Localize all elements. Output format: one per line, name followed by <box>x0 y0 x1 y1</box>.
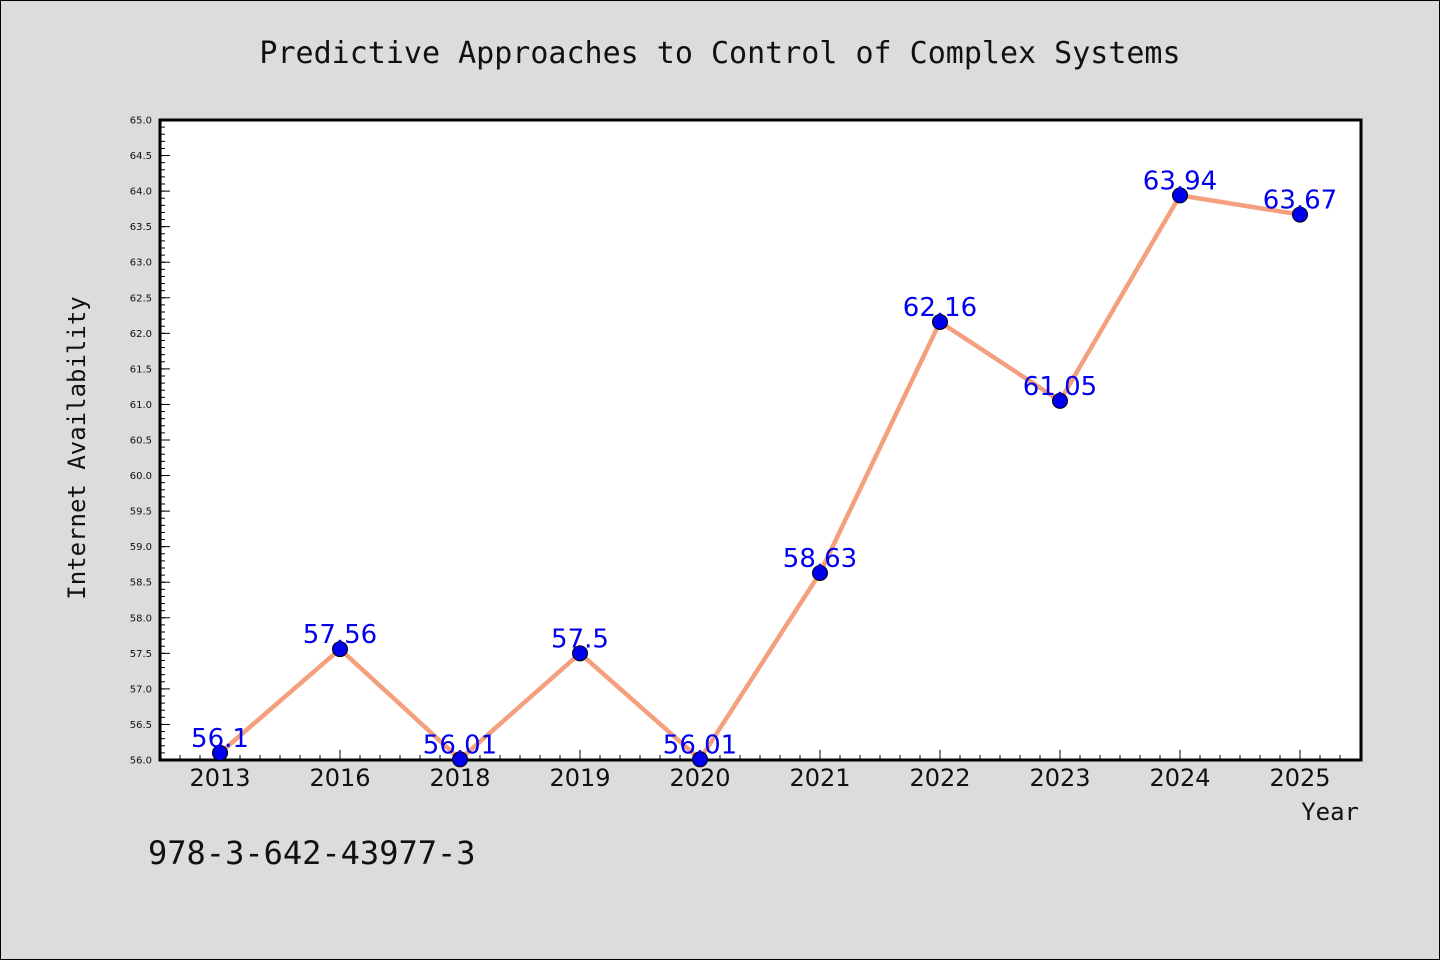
x-axis-label: Year <box>1301 798 1359 826</box>
y-tick-label: 64.5 <box>130 151 152 162</box>
y-tick-label: 59.5 <box>130 507 152 518</box>
x-tick-label: 2013 <box>189 764 250 792</box>
data-point <box>692 751 708 768</box>
x-tick-label: 2019 <box>549 764 610 792</box>
data-point <box>452 751 468 768</box>
x-tick-label: 2016 <box>309 764 370 792</box>
y-axis-label: Internet Availability <box>63 296 91 599</box>
data-label: 58.63 <box>783 544 857 574</box>
chart-title: Predictive Approaches to Control of Comp… <box>259 36 1180 71</box>
y-tick-label: 58.0 <box>130 613 152 624</box>
y-tick-label: 60.5 <box>130 436 152 447</box>
y-tick-label: 59.0 <box>130 542 152 553</box>
isbn-footer: 978-3-642-43977-3 <box>148 834 476 872</box>
data-point <box>1052 392 1068 409</box>
y-tick-label: 60.0 <box>130 471 152 482</box>
y-tick-label: 61.5 <box>130 364 152 375</box>
data-label: 63.94 <box>1143 166 1217 196</box>
y-tick-label: 57.5 <box>130 649 152 660</box>
data-point <box>572 645 588 662</box>
data-labels: 56.1 57.56 56.01 57.5 56.01 58.63 62.16 61.05 63… <box>191 166 1337 760</box>
data-point <box>212 744 228 761</box>
y-tick-label: 63.0 <box>130 258 152 269</box>
y-tick-label: 64.0 <box>130 187 152 198</box>
y-tick-label: 56.5 <box>130 720 152 731</box>
data-point <box>812 564 828 581</box>
x-tick-label: 2022 <box>909 764 970 792</box>
x-tick-label: 2024 <box>1149 764 1210 792</box>
y-tick-label: 62.0 <box>130 329 152 340</box>
x-tick-label: 2025 <box>1269 764 1330 792</box>
y-tick-label: 57.0 <box>130 684 152 695</box>
x-tick-label: 2020 <box>669 764 730 792</box>
y-tick-label: 58.5 <box>130 578 152 589</box>
data-label: 62.16 <box>903 293 977 323</box>
y-tick-label: 62.5 <box>130 293 152 304</box>
x-tick-label: 2023 <box>1029 764 1090 792</box>
data-label: 63.67 <box>1263 186 1337 216</box>
x-tick-label: 2021 <box>789 764 850 792</box>
data-point <box>932 313 948 330</box>
data-label: 56.1 <box>191 724 249 754</box>
data-point <box>1172 187 1188 204</box>
data-label: 61.05 <box>1023 372 1097 402</box>
y-tick-label: 56.0 <box>130 756 152 767</box>
data-point <box>1292 206 1308 223</box>
data-label: 57.56 <box>303 620 377 650</box>
series-line-group <box>218 193 1301 762</box>
x-axis: 2013 2016 2018 2019 2020 2021 2022 2023 2024 2025 <box>179 750 1361 792</box>
y-tick-label: 63.5 <box>130 222 152 233</box>
data-label: 57.5 <box>551 624 609 654</box>
series-line <box>218 193 1301 762</box>
data-points <box>212 187 1308 768</box>
data-point <box>332 641 348 658</box>
y-tick-label: 61.0 <box>130 400 152 411</box>
x-tick-label: 2018 <box>429 764 490 792</box>
y-axis: 56.0 56.5 57.0 57.5 58.0 58.5 59.0 59.5 60.0 60.5… <box>130 116 170 767</box>
y-tick-label: 65.0 <box>130 116 152 127</box>
data-label: 56.01 <box>423 730 497 760</box>
data-label: 56.01 <box>663 730 737 760</box>
